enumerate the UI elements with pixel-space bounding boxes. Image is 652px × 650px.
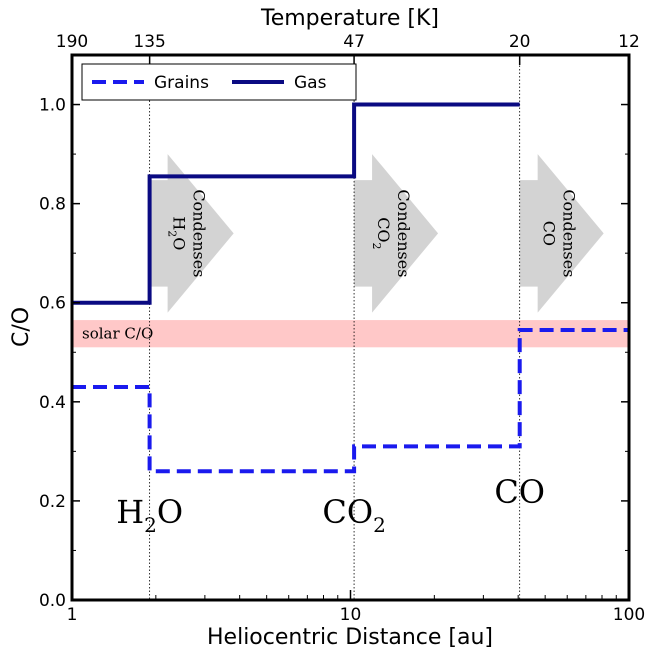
series-grains-line — [72, 328, 629, 474]
condense-species-main: CO — [540, 221, 559, 246]
condense-text-0: H2O Condenses — [166, 189, 209, 277]
condensation-arrows: H2O Condenses CO2 Condenses CO Condenses — [149, 154, 604, 313]
condense-species-sub: 2 — [370, 243, 383, 250]
x-tick-label-2: 100 — [613, 605, 645, 625]
x-axis-title: Heliocentric Distance [au] — [207, 625, 493, 650]
molecule-main: CO — [322, 493, 373, 531]
condense-species-sub: 2 — [166, 230, 179, 237]
condense-word-0: Condenses — [190, 189, 209, 277]
legend-label-grains: Grains — [154, 73, 209, 93]
solar-band-layer: solar C/O — [72, 320, 629, 348]
molecule-rest: O — [157, 493, 183, 531]
top-tick-label-3: 20 — [509, 32, 531, 52]
molecule-sub: 2 — [373, 513, 386, 537]
molecule-label-0: H2O — [116, 493, 183, 537]
condense-text-1: CO2 Condenses — [370, 189, 413, 277]
molecule-label-1: CO2 — [322, 493, 385, 537]
series-gas-line — [72, 102, 520, 305]
molecule-label-2: CO — [494, 473, 545, 511]
y-axis-title: C/O — [9, 307, 34, 347]
condense-text-2: CO Condenses — [540, 189, 579, 277]
condense-species-1: CO2 — [370, 217, 393, 249]
solar-band — [72, 320, 629, 348]
solar-band-label: solar C/O — [82, 325, 153, 343]
top-tick-label-2: 47 — [343, 32, 365, 52]
y-tick-label-0: 0.0 — [39, 591, 66, 611]
axis-ticks: 0.0 0.2 0.4 0.6 0.8 1.0 1 10 100 190 135 47 20 12 — [39, 32, 645, 625]
legend-box — [81, 63, 357, 101]
condense-species-main: H — [170, 216, 189, 230]
condense-arrow-0 — [149, 154, 234, 313]
y-tick-label-5: 1.0 — [39, 96, 66, 116]
y-tick-label-3: 0.6 — [39, 294, 66, 314]
condense-species-2: CO — [540, 221, 559, 246]
condense-species-0: H2O — [166, 216, 189, 250]
top-tick-label-4: 12 — [618, 32, 640, 52]
condense-species-rest: O — [170, 237, 189, 250]
y-tick-label-2: 0.4 — [39, 393, 66, 413]
molecule-main: CO — [494, 473, 545, 511]
top-tick-label-1: 135 — [133, 32, 165, 52]
y-tick-label-4: 0.8 — [39, 195, 66, 215]
condense-word-2: Condenses — [560, 189, 579, 277]
condense-species-main: CO — [374, 217, 393, 242]
condense-arrow-2 — [519, 154, 604, 313]
y-tick-label-1: 0.2 — [39, 492, 66, 512]
condense-word-1: Condenses — [394, 189, 413, 277]
x-tick-label-0: 1 — [67, 605, 78, 625]
legend-label-gas: Gas — [294, 73, 327, 93]
molecule-sub: 2 — [144, 513, 157, 537]
top-tick-label-0: 190 — [56, 32, 88, 52]
condense-arrow-1 — [354, 154, 439, 313]
legend: Grains Gas — [81, 63, 357, 101]
top-axis-title: Temperature [K] — [260, 6, 439, 31]
series-lines — [72, 102, 629, 474]
molecule-main: H — [116, 493, 144, 531]
x-tick-label-1: 10 — [340, 605, 362, 625]
